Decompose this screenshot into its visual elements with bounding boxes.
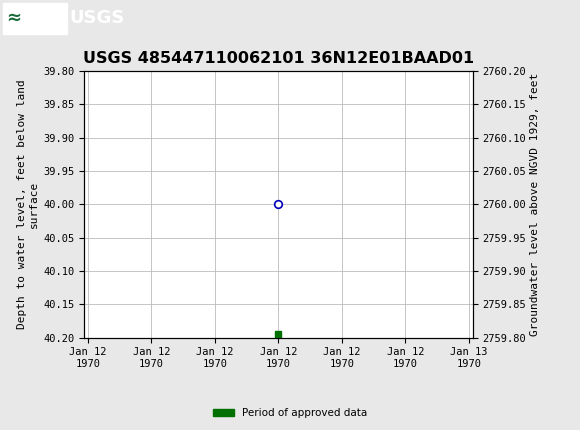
- Y-axis label: Groundwater level above NGVD 1929, feet: Groundwater level above NGVD 1929, feet: [530, 73, 541, 336]
- Text: USGS: USGS: [70, 9, 125, 27]
- Title: USGS 485447110062101 36N12E01BAAD01: USGS 485447110062101 36N12E01BAAD01: [83, 51, 474, 66]
- Legend: Period of approved data: Period of approved data: [209, 404, 371, 423]
- Bar: [3, 3, 67, 34]
- Y-axis label: Depth to water level, feet below land
surface: Depth to water level, feet below land su…: [17, 80, 39, 329]
- Text: ≈: ≈: [6, 9, 21, 27]
